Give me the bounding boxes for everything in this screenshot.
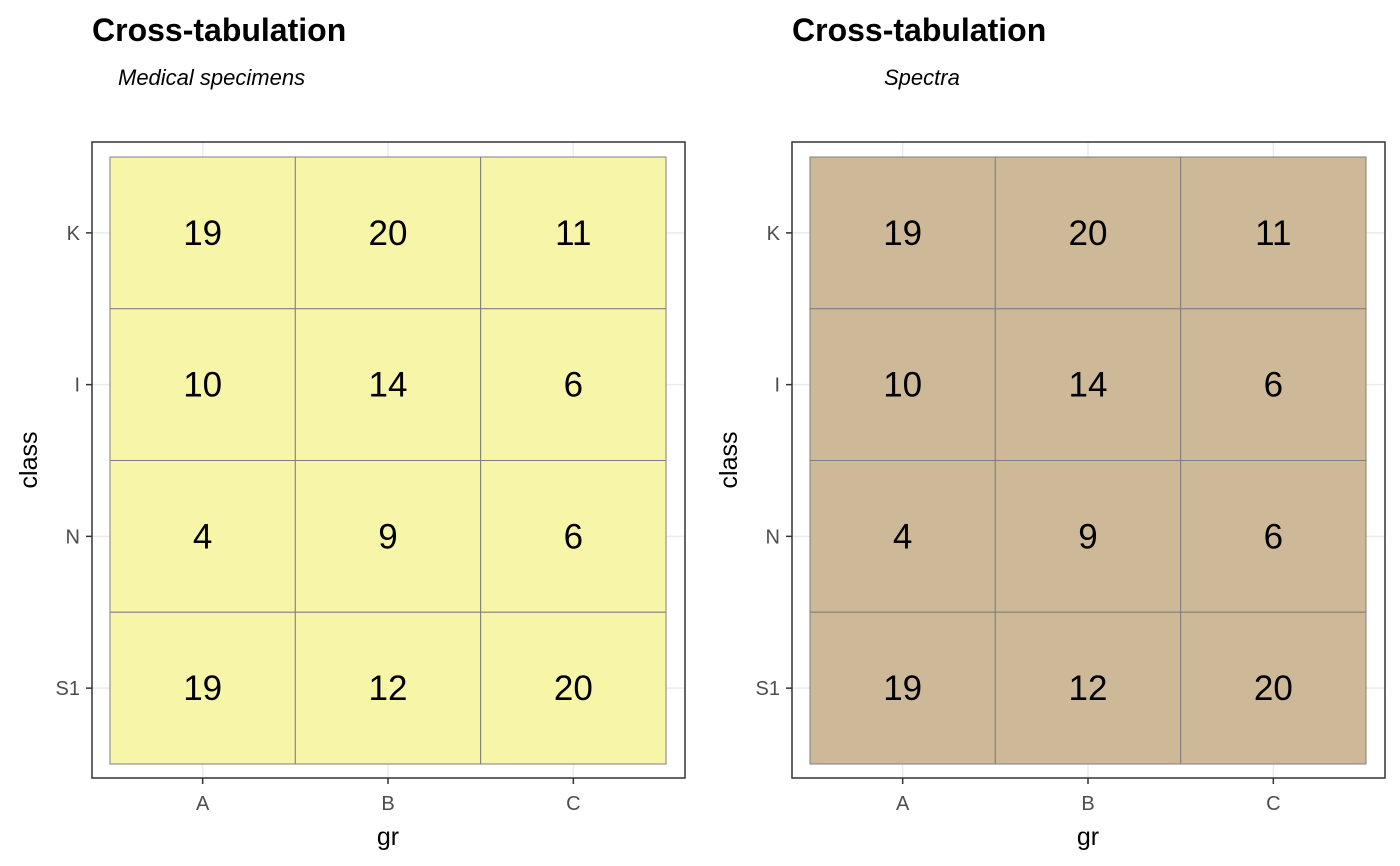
heatmap-cell: [1180, 156, 1367, 310]
x-tick-label: C: [1266, 793, 1280, 815]
heatmap-cell: [809, 611, 996, 765]
cell-count-label: 4: [193, 517, 212, 556]
y-axis: K I N S1 class: [715, 223, 792, 700]
cell-count-label: 11: [1255, 214, 1291, 253]
chart-subtitle: Medical specimens: [118, 65, 305, 90]
heatmap-cell: [294, 611, 482, 765]
heatmap-cell: [109, 460, 296, 613]
cell-count-label: 12: [1069, 669, 1108, 708]
heatmap-cell: [480, 460, 667, 613]
heatmap-cell: [109, 156, 296, 310]
heatmap-cell: [994, 460, 1182, 613]
heatmap-cell: [994, 611, 1182, 765]
cell-count-label: 19: [883, 669, 922, 708]
cell-count-label: 12: [369, 669, 408, 708]
heatmap-tiles: 19 20 11 10 14 6 4 9 6 19 12 20: [109, 156, 667, 765]
heatmap-cell: [294, 460, 482, 613]
x-tick-label: A: [196, 793, 210, 815]
heatmap-cell: [480, 611, 667, 765]
heatmap-cell: [1180, 611, 1367, 765]
cell-count-label: 20: [1069, 214, 1108, 253]
x-tick-label: B: [381, 793, 394, 815]
chart-title: Cross-tabulation: [92, 12, 346, 48]
heatmap-cell: [294, 156, 482, 310]
cell-count-label: 20: [369, 214, 408, 253]
y-tick-label: N: [766, 526, 780, 548]
cell-count-label: 4: [893, 517, 912, 556]
heatmap-cell: [109, 611, 296, 765]
chart-title: Cross-tabulation: [792, 12, 1046, 48]
x-axis-title: gr: [1077, 823, 1099, 851]
heatmap-cell: [294, 308, 482, 461]
heatmap-cell: [1180, 308, 1367, 461]
y-tick-label: S1: [756, 678, 780, 700]
heatmap-cell: [480, 308, 667, 461]
cell-count-label: 19: [183, 669, 222, 708]
x-tick-label: A: [896, 793, 910, 815]
x-tick-label: C: [566, 793, 580, 815]
heatmap-cell: [109, 308, 296, 461]
cell-count-label: 14: [1069, 366, 1108, 405]
cell-count-label: 10: [183, 366, 222, 405]
cell-count-label: 11: [555, 214, 591, 253]
cell-count-label: 20: [554, 669, 593, 708]
y-axis: K I N S1 class: [15, 223, 92, 700]
heatmap-tiles: 19 20 11 10 14 6 4 9 6 19 12 20: [809, 156, 1367, 765]
cell-count-label: 14: [369, 366, 408, 405]
y-tick-label: I: [74, 375, 80, 397]
x-axis-title: gr: [377, 823, 399, 851]
x-axis: A B Cgr: [196, 778, 581, 851]
y-tick-label: K: [767, 223, 781, 245]
heatmap-cell: [809, 460, 996, 613]
heatmap-cell: [994, 156, 1182, 310]
chart-subtitle: Spectra: [884, 65, 960, 90]
cell-count-label: 19: [883, 214, 922, 253]
y-tick-label: S1: [56, 678, 80, 700]
cell-count-label: 9: [1078, 517, 1097, 556]
cell-count-label: 10: [883, 366, 922, 405]
cell-count-label: 6: [1264, 366, 1283, 405]
cell-count-label: 6: [564, 517, 583, 556]
y-axis-title: class: [15, 432, 43, 489]
cell-count-label: 6: [564, 366, 583, 405]
x-tick-label: B: [1081, 793, 1094, 815]
heatmap-cell: [809, 308, 996, 461]
cell-count-label: 20: [1254, 669, 1293, 708]
heatmap-cell: [809, 156, 996, 310]
y-tick-label: K: [67, 223, 81, 245]
y-axis-title: class: [715, 432, 743, 489]
y-tick-label: I: [774, 375, 780, 397]
heatmap-cell: [994, 308, 1182, 461]
cell-count-label: 19: [183, 214, 222, 253]
cell-count-label: 9: [378, 517, 397, 556]
cell-count-label: 6: [1264, 517, 1283, 556]
x-axis: A B Cgr: [896, 778, 1281, 851]
y-tick-label: N: [66, 526, 80, 548]
